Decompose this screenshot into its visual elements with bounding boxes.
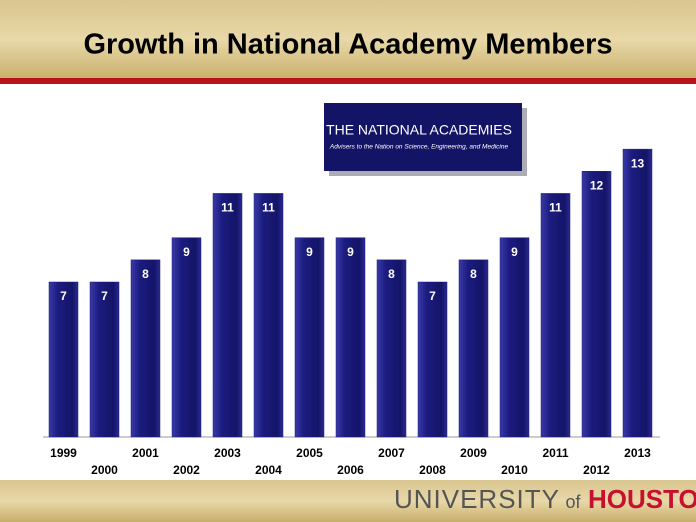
x-tick-label: 1999 [50,446,77,460]
bar [499,237,530,438]
x-tick-label: 2010 [501,463,528,477]
bar [171,237,202,438]
bar [89,281,120,438]
x-tick-label: 2004 [255,463,282,477]
logo-box [324,103,522,171]
bar [540,193,571,438]
value-label: 8 [142,267,149,281]
header-band [0,0,696,80]
x-tick-label: 2005 [296,446,323,460]
logo-title: THE NATIONAL ACADEMIES [326,122,512,138]
value-label: 11 [549,201,562,215]
chart-title: Growth in National Academy Members [83,29,612,61]
value-label: 11 [262,201,275,215]
value-label: 8 [470,267,477,281]
header-rule [0,78,696,84]
footer-band [0,480,696,522]
x-tick-label: 2003 [214,446,241,460]
x-tick-label: 2007 [378,446,405,460]
bar [376,259,407,438]
x-tick-label: 2012 [583,463,610,477]
bar [335,237,366,438]
bar [581,171,612,438]
bar [294,237,325,438]
value-label: 7 [60,289,67,303]
bar [130,259,161,438]
value-label: 9 [183,245,190,259]
value-label: 7 [429,289,436,303]
x-tick-label: 2002 [173,463,200,477]
bar [48,281,79,438]
value-label: 7 [101,289,108,303]
value-label: 9 [511,245,518,259]
logo-subtitle: Advisers to the Nation on Science, Engin… [329,144,509,151]
x-tick-label: 2000 [91,463,118,477]
x-tick-label: 2011 [542,446,568,460]
x-tick-label: 2013 [624,446,651,460]
footer-houston: HOUSTON [588,484,696,514]
bar [212,193,243,438]
footer-university: UNIVERSITY [394,484,560,514]
bar [458,259,489,438]
bar [622,148,653,438]
value-label: 9 [347,245,354,259]
value-label: 11 [221,201,234,215]
value-label: 12 [590,178,604,192]
value-label: 13 [631,156,645,170]
value-label: 8 [388,267,395,281]
value-label: 9 [306,245,313,259]
bar [253,193,284,438]
footer-of: of [565,492,581,512]
x-tick-label: 2009 [460,446,487,460]
x-tick-label: 2006 [337,463,364,477]
x-tick-label: 2001 [132,446,159,460]
x-tick-label: 2008 [419,463,446,477]
bar [417,281,448,438]
